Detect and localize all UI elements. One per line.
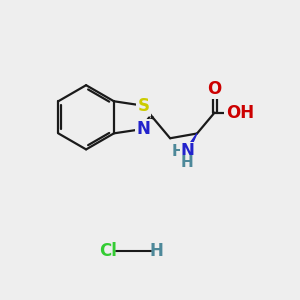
Text: N: N (137, 120, 151, 138)
Text: O: O (208, 80, 222, 98)
Text: H: H (149, 242, 163, 260)
Text: H: H (171, 144, 184, 159)
Text: OH: OH (226, 103, 254, 122)
Text: Cl: Cl (100, 242, 117, 260)
Text: S: S (138, 97, 150, 115)
Text: H: H (181, 155, 194, 170)
Text: N: N (180, 142, 194, 160)
Polygon shape (184, 134, 197, 154)
